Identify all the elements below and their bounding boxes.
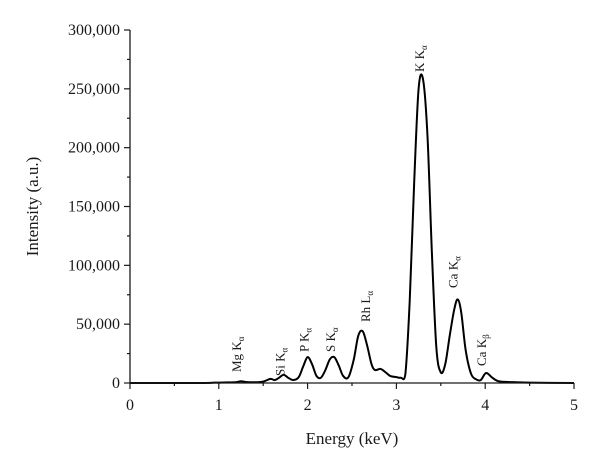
peak-label: K Kα <box>412 45 429 72</box>
x-axis-title: Energy (keV) <box>306 429 399 448</box>
y-tick-label: 250,000 <box>68 81 120 98</box>
x-tick-label: 2 <box>304 397 312 414</box>
x-tick-label: 4 <box>481 397 489 414</box>
y-tick-label: 100,000 <box>68 257 120 274</box>
peak-annotations: Mg Kα Si Kα P Kα S Kα Rh Lα K Kα Ca Kα Ca Kβ <box>229 45 491 376</box>
peak-label: Rh Lα <box>358 291 375 322</box>
peak-label: Ca Kβ <box>474 334 491 366</box>
y-tick-label: 0 <box>112 375 120 392</box>
peak-label: Si Kα <box>273 348 290 376</box>
x-axis-ticks: 0 1 2 3 4 5 <box>126 383 578 414</box>
peak-label: P Kα <box>297 328 314 352</box>
y-tick-label: 200,000 <box>68 140 120 157</box>
peak-label: Mg Kα <box>229 336 246 372</box>
peak-label: Ca Kα <box>446 256 463 288</box>
y-axis-ticks: 0 50,000 100,000 150,000 200,000 250,000 300,0… <box>68 22 130 392</box>
x-tick-label: 0 <box>126 397 134 414</box>
x-tick-label: 3 <box>392 397 400 414</box>
y-tick-label: 50,000 <box>76 316 120 333</box>
intensity-series-line <box>130 73 575 385</box>
x-tick-label: 5 <box>570 397 578 414</box>
y-tick-label: 150,000 <box>68 199 120 216</box>
x-tick-label: 1 <box>215 397 223 414</box>
y-axis-title: Intensity (a.u.) <box>23 157 42 257</box>
peak-label: S Kα <box>323 327 340 352</box>
y-tick-label: 300,000 <box>68 22 120 39</box>
